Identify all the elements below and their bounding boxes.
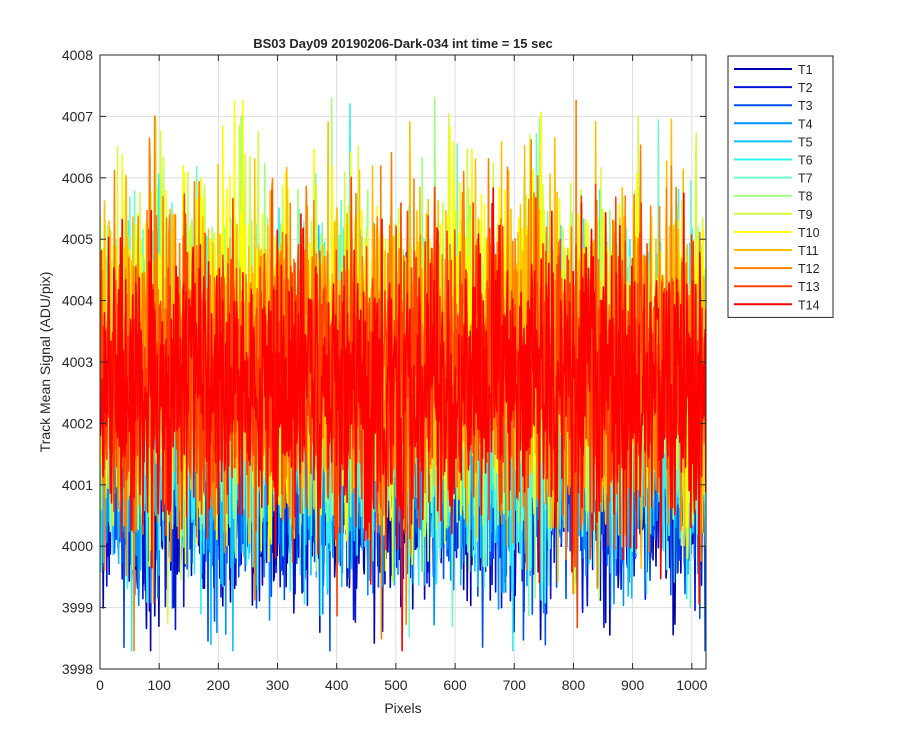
legend-label: T13 — [798, 280, 820, 294]
x-tick-label: 1000 — [676, 677, 707, 693]
legend-label: T2 — [798, 81, 813, 95]
y-tick-label: 4000 — [62, 538, 93, 554]
y-tick-label: 4006 — [62, 170, 93, 186]
y-tick-label: 4001 — [62, 477, 93, 493]
y-tick-label: 3999 — [62, 600, 93, 616]
x-tick-label: 300 — [266, 677, 290, 693]
x-tick-label: 600 — [443, 677, 467, 693]
x-tick-label: 200 — [207, 677, 231, 693]
legend-box — [727, 55, 834, 318]
y-tick-label: 4004 — [62, 293, 93, 309]
series-line-t14 — [100, 187, 706, 652]
legend-label: T11 — [798, 244, 819, 258]
x-tick-label: 700 — [503, 677, 527, 693]
x-axis-label: Pixels — [384, 700, 421, 716]
x-tick-label: 800 — [562, 677, 586, 693]
legend-label: T7 — [798, 172, 813, 186]
x-tick-label: 100 — [148, 677, 172, 693]
legend-label: T5 — [798, 135, 813, 149]
legend-label: T9 — [798, 208, 813, 222]
y-tick-label: 4003 — [62, 354, 93, 370]
y-tick-label: 4002 — [62, 415, 93, 431]
y-axis-label: Track Mean Signal (ADU/pix) — [37, 272, 53, 453]
legend-label: T14 — [798, 298, 820, 312]
x-tick-label: 0 — [96, 677, 104, 693]
legend-label: T3 — [798, 99, 813, 113]
x-tick-label: 500 — [384, 677, 408, 693]
axis-ticks: 0 100 200 300 400 500 600 700 800 900 1000 3998 3999… — [62, 47, 708, 693]
y-tick-label: 4005 — [62, 231, 93, 247]
legend: T1 T2 T3 T4 T5 T6 T7 T8 T9 T10 T11 T12 T13 T14 — [727, 55, 834, 318]
data-series-group — [100, 96, 706, 652]
legend-label: T1 — [798, 63, 813, 77]
x-tick-label: 400 — [325, 677, 349, 693]
legend-label: T4 — [798, 117, 813, 131]
legend-label: T12 — [798, 262, 820, 276]
legend-label: T8 — [798, 190, 813, 204]
y-tick-label: 4007 — [62, 108, 93, 124]
chart-title: BS03 Day09 20190206-Dark-034 int time = … — [253, 36, 553, 51]
legend-label: T10 — [798, 226, 820, 240]
legend-label: T6 — [798, 154, 813, 168]
y-tick-label: 4008 — [62, 47, 93, 63]
y-tick-label: 3998 — [62, 661, 93, 677]
x-tick-label: 900 — [621, 677, 645, 693]
